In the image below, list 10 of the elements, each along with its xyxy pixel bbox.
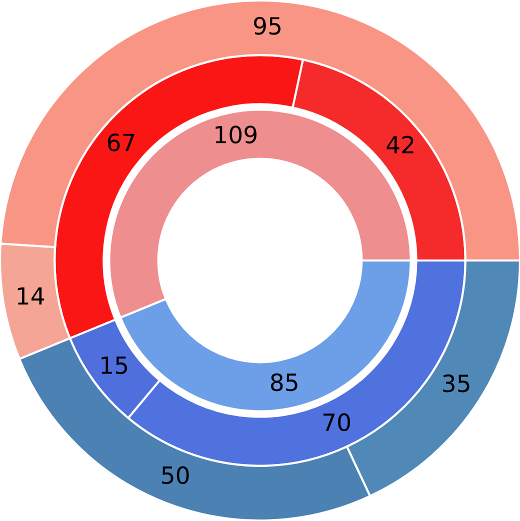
data-label: 85 (270, 373, 298, 392)
data-label: 42 (386, 136, 414, 154)
data-label: 50 (162, 466, 189, 484)
data-label: 14 (18, 287, 44, 305)
data-label: 67 (108, 134, 134, 152)
data-label: 109 (216, 126, 256, 144)
data-label: 15 (102, 356, 128, 374)
data-label: 70 (323, 413, 350, 432)
data-label: 35 (443, 374, 470, 392)
data-label: 95 (254, 16, 280, 35)
